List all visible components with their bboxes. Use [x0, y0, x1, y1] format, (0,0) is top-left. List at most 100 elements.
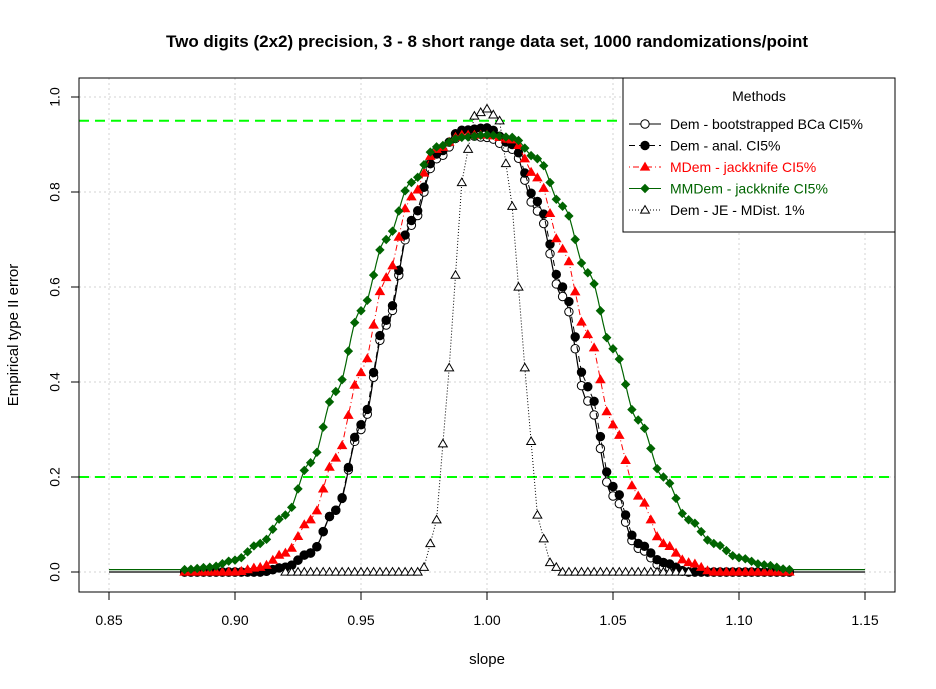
x-axis-label: slope — [469, 651, 505, 668]
data-point — [601, 406, 612, 416]
data-point — [526, 188, 536, 198]
legend-entry: MMDem - jackknife CI5% — [629, 181, 828, 197]
data-point — [721, 566, 732, 576]
data-point — [551, 269, 561, 280]
data-point — [292, 530, 304, 541]
data-point — [520, 143, 530, 153]
data-point — [412, 184, 423, 194]
data-point — [544, 207, 556, 218]
data-point — [519, 153, 531, 163]
y-axis: 0.0 0.2 0.4 0.6 0.8 1.0 — [47, 87, 79, 582]
data-point — [714, 566, 726, 576]
data-point — [614, 490, 624, 500]
data-point — [557, 282, 568, 292]
x-tick-label: 1.10 — [725, 612, 752, 628]
x-tick-label: 0.90 — [221, 612, 248, 628]
data-point — [576, 367, 587, 377]
data-point — [645, 514, 657, 524]
data-point — [589, 279, 599, 289]
data-point — [324, 397, 335, 407]
data-point — [355, 367, 367, 377]
data-point — [607, 419, 619, 429]
data-point — [437, 438, 449, 448]
data-point — [368, 566, 379, 576]
data-point — [413, 172, 423, 182]
data-point — [595, 566, 606, 576]
data-point — [387, 226, 398, 236]
data-point — [588, 342, 600, 352]
data-point — [652, 463, 662, 474]
data-point — [305, 566, 316, 576]
data-point — [620, 566, 631, 576]
data-point — [368, 367, 379, 378]
data-point — [356, 306, 366, 316]
data-point — [261, 534, 272, 545]
legend-label: Dem - anal. CI5% — [670, 138, 780, 154]
x-axis: 0.85 0.90 0.95 1.00 1.05 1.10 1.15 — [95, 591, 879, 628]
data-point — [564, 307, 574, 317]
data-point — [299, 519, 310, 529]
data-point — [702, 535, 713, 545]
data-point — [362, 295, 372, 306]
series — [280, 103, 694, 576]
data-point — [746, 556, 757, 567]
data-point — [418, 167, 430, 177]
data-point — [658, 538, 669, 548]
data-point — [293, 555, 303, 565]
data-point — [532, 509, 543, 519]
data-point — [374, 286, 386, 296]
data-point — [569, 286, 581, 296]
data-point — [626, 566, 638, 576]
data-point — [645, 566, 657, 576]
data-point — [368, 319, 379, 329]
data-point — [601, 566, 612, 576]
data-point — [620, 379, 631, 390]
data-point — [564, 211, 574, 221]
data-point — [513, 135, 524, 146]
data-point — [532, 196, 543, 207]
legend-marker — [640, 140, 650, 151]
data-point — [488, 109, 499, 119]
y-tick-label: 0.8 — [47, 182, 63, 202]
data-point — [286, 566, 297, 576]
x-tick-label: 1.15 — [851, 612, 878, 628]
data-point — [746, 566, 757, 576]
x-tick-label: 1.00 — [473, 612, 500, 628]
data-point — [343, 462, 354, 473]
data-point — [595, 306, 606, 316]
data-point — [539, 161, 549, 171]
data-point — [349, 379, 360, 389]
data-point — [670, 566, 682, 576]
data-point — [211, 561, 221, 571]
data-point — [696, 526, 706, 537]
data-point — [324, 461, 335, 471]
data-point — [356, 420, 366, 430]
data-point — [733, 566, 745, 576]
data-point — [350, 317, 360, 328]
data-point — [293, 484, 303, 494]
data-point — [406, 215, 417, 226]
data-point — [532, 154, 543, 164]
data-point — [419, 182, 429, 192]
data-point — [387, 260, 398, 270]
data-point — [639, 497, 650, 507]
data-point — [557, 201, 568, 211]
data-point — [331, 505, 341, 515]
data-point — [582, 329, 594, 339]
data-point — [671, 493, 681, 504]
data-point — [312, 542, 322, 552]
data-point — [305, 548, 316, 558]
data-point — [292, 566, 304, 576]
data-point — [526, 150, 536, 161]
data-point — [450, 269, 461, 279]
data-point — [444, 137, 454, 147]
y-tick-label: 1.0 — [47, 87, 63, 107]
data-point — [620, 510, 631, 520]
data-point — [639, 423, 650, 434]
data-point — [299, 465, 309, 476]
data-point — [375, 330, 385, 341]
data-point — [632, 566, 644, 576]
legend-marker — [640, 119, 650, 129]
data-point — [337, 374, 347, 385]
